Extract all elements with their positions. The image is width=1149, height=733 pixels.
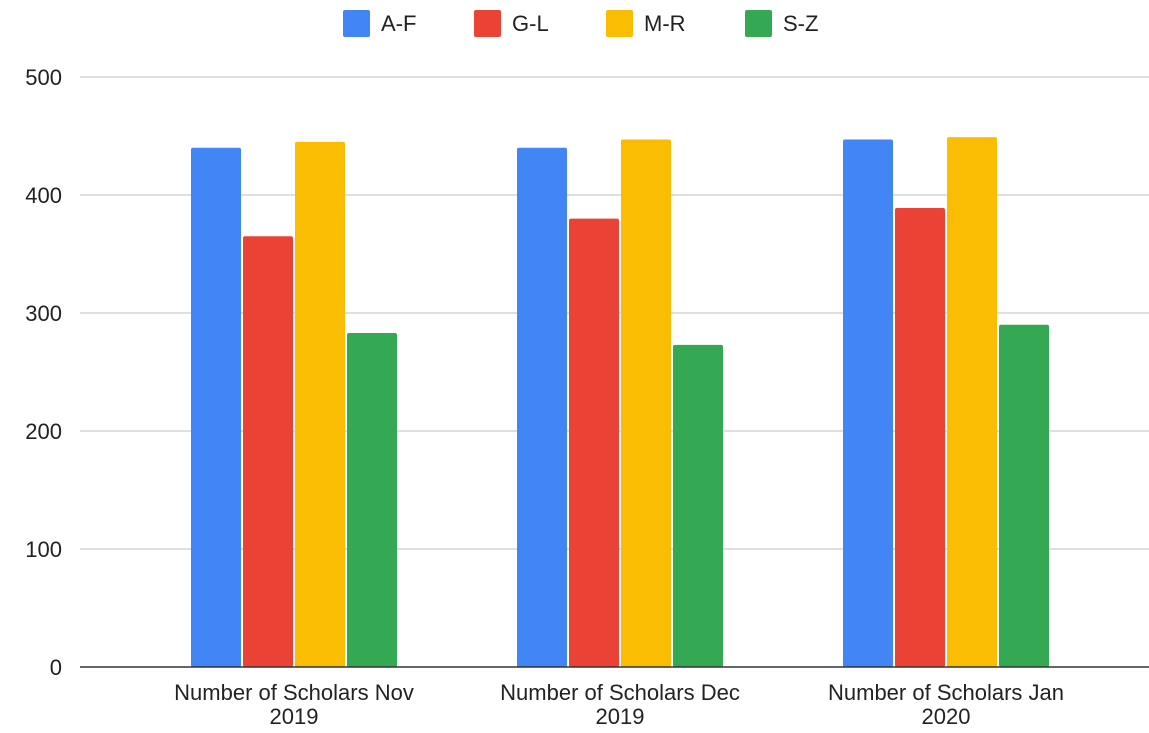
- y-tick-label: 400: [25, 183, 62, 208]
- bar-g-l-1: [243, 236, 293, 668]
- bar-m-r-2: [621, 139, 671, 668]
- legend: A-F G-L M-R S-Z: [343, 10, 818, 37]
- bar-g-l-3: [895, 207, 945, 668]
- y-tick-label: 0: [50, 655, 62, 680]
- y-tick-label: 100: [25, 537, 62, 562]
- y-tick-label: 200: [25, 419, 62, 444]
- x-category-label: 2019: [596, 704, 645, 729]
- bars: [191, 137, 1049, 668]
- x-category-label: Number of Scholars Jan: [828, 680, 1064, 705]
- bar-s-z-3: [999, 324, 1049, 667]
- legend-label-m-r: M-R: [644, 11, 686, 36]
- legend-swatch-m-r: [606, 10, 633, 37]
- bar-a-f-3: [843, 139, 893, 668]
- bar-a-f-2: [517, 147, 567, 668]
- bar-g-l-2: [569, 218, 619, 667]
- bar-m-r-1: [295, 141, 345, 667]
- legend-swatch-a-f: [343, 10, 370, 37]
- bar-s-z-1: [347, 333, 397, 667]
- x-category-label: Number of Scholars Dec: [500, 680, 740, 705]
- legend-label-s-z: S-Z: [783, 11, 818, 36]
- bar-s-z-2: [673, 344, 723, 667]
- legend-label-a-f: A-F: [381, 11, 416, 36]
- legend-label-g-l: G-L: [512, 11, 549, 36]
- x-category-label: Number of Scholars Nov: [174, 680, 414, 705]
- x-category-label: 2020: [922, 704, 971, 729]
- x-category-label: 2019: [270, 704, 319, 729]
- bar-a-f-1: [191, 147, 241, 668]
- legend-swatch-s-z: [745, 10, 772, 37]
- y-tick-label: 500: [25, 65, 62, 90]
- y-axis-tick-labels: 0 100 200 300 400 500: [25, 65, 62, 680]
- y-tick-label: 300: [25, 301, 62, 326]
- legend-swatch-g-l: [474, 10, 501, 37]
- bar-m-r-3: [947, 137, 997, 667]
